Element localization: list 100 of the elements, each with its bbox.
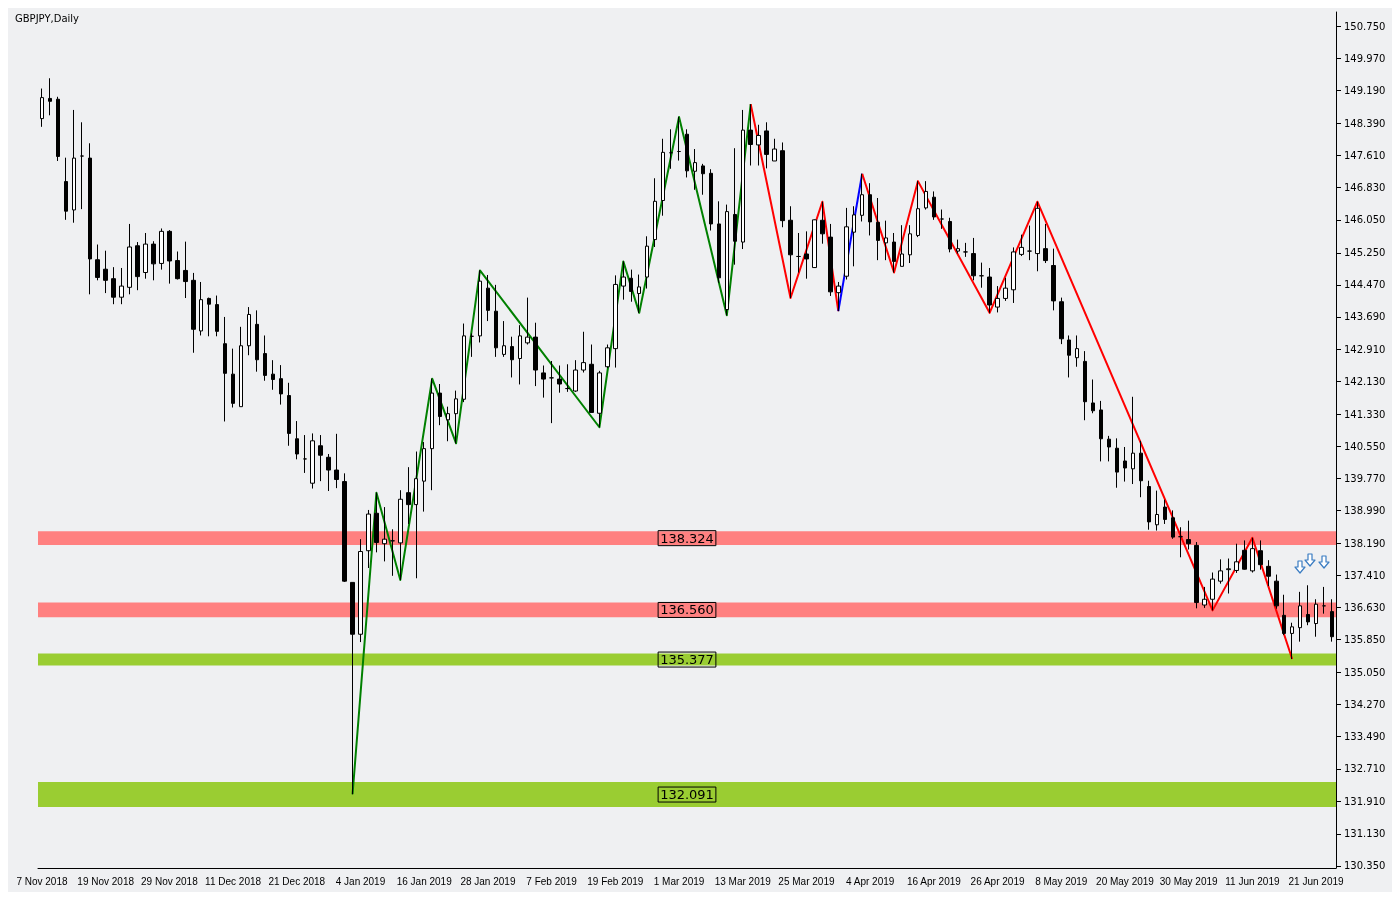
candlestick [884,220,888,261]
x-tick-label: 21 Jun 2019 [1288,875,1345,887]
candlestick [621,260,626,301]
candlestick [88,142,92,295]
candlestick [207,297,211,337]
candlestick [637,274,641,314]
candlestick [191,272,196,354]
candlestick [756,124,761,166]
x-tick-label: 4 Apr 2019 [845,875,895,887]
candlestick [717,200,721,284]
candlestick [1226,558,1231,594]
candlestick [1123,446,1127,483]
candlestick [1075,334,1079,368]
candlestick [541,365,546,399]
candlestick [48,77,52,116]
candlestick [1218,558,1223,585]
candlestick [1282,594,1286,636]
y-tick-label: 138.190 [1344,537,1386,549]
candlestick [1194,541,1199,609]
band-label: 138.324 [660,530,714,546]
y-tick-label: 135.050 [1344,667,1386,679]
candlestick [613,274,618,369]
candlestick [573,359,578,393]
chart-title: GBPJPY,Daily [15,12,80,24]
candlestick [183,241,188,299]
candlestick [1059,297,1064,345]
candlestick [916,180,920,238]
candlestick [908,224,912,264]
x-tick-label: 20 May 2019 [1096,875,1155,887]
y-tick-label: 150.750 [1344,20,1386,32]
candlestick [462,323,466,403]
candlestick [350,581,355,795]
candlestick [510,336,514,378]
candlestick [1099,400,1103,462]
y-tick-label: 149.190 [1344,85,1386,97]
candlestick [1163,499,1167,525]
candlestick [956,239,960,255]
candlestick [1250,537,1255,574]
candlestick [932,190,936,221]
candlestick [1011,246,1016,304]
candlestick [231,348,235,408]
candlestick [1107,435,1111,462]
y-tick-label: 134.270 [1344,699,1386,711]
candlestick [135,241,140,291]
candlestick [900,224,904,267]
y-tick-label: 137.410 [1344,569,1386,581]
candlestick [398,489,403,581]
candlestick [470,332,474,358]
candlestick [255,309,259,373]
x-tick-label: 26 Apr 2019 [970,875,1025,887]
candlestick [677,116,681,162]
candlestick [995,285,1000,313]
candlestick [1139,440,1143,498]
candlestick [533,322,538,387]
y-tick-label: 142.910 [1344,343,1386,355]
candlestick [159,227,164,271]
candlestick [1171,509,1175,540]
x-tick-label: 28 Jan 2019 [460,875,516,887]
candlestick [40,88,44,128]
candlestick [748,103,753,166]
candlestick [796,232,801,273]
y-tick-label: 139.770 [1344,472,1386,484]
candlestick [836,281,841,312]
x-tick-label: 8 May 2019 [1035,875,1088,887]
candlestick [247,306,251,356]
candlestick [979,262,984,289]
x-tick-label: 19 Feb 2019 [587,875,644,887]
candlestick [589,344,594,413]
candlestick [788,205,793,299]
candlestick [239,326,243,408]
candlestick [1131,396,1135,485]
candlestick [565,363,570,393]
y-tick-label: 144.470 [1344,279,1386,291]
candlestick [295,420,299,460]
candlestick [502,320,506,358]
candlestick [860,173,864,222]
y-tick-label: 132.710 [1344,763,1386,775]
y-tick-label: 146.050 [1344,214,1386,226]
x-tick-label: 21 Dec 2018 [268,875,326,887]
candlestick [1043,223,1048,264]
candlestick [709,168,713,232]
band-label: 132.091 [660,787,714,803]
candlestick [669,128,673,170]
band-label: 136.560 [660,602,714,618]
candlestick [549,360,554,424]
x-tick-label: 7 Nov 2018 [16,875,68,887]
candlestick [1306,584,1310,626]
candlestick [438,383,442,426]
x-tick-label: 29 Nov 2018 [141,875,199,887]
x-tick-label: 16 Apr 2019 [906,875,962,887]
y-tick-label: 131.130 [1344,828,1386,840]
candlestick [167,229,172,285]
candlestick [414,451,418,579]
candlestick [494,284,498,358]
y-tick-label: 143.690 [1344,311,1386,323]
candlestick [605,344,610,369]
candlestick [1202,586,1207,609]
candlestick [653,177,657,248]
candlestick [263,334,267,382]
candlestick [1330,598,1334,643]
